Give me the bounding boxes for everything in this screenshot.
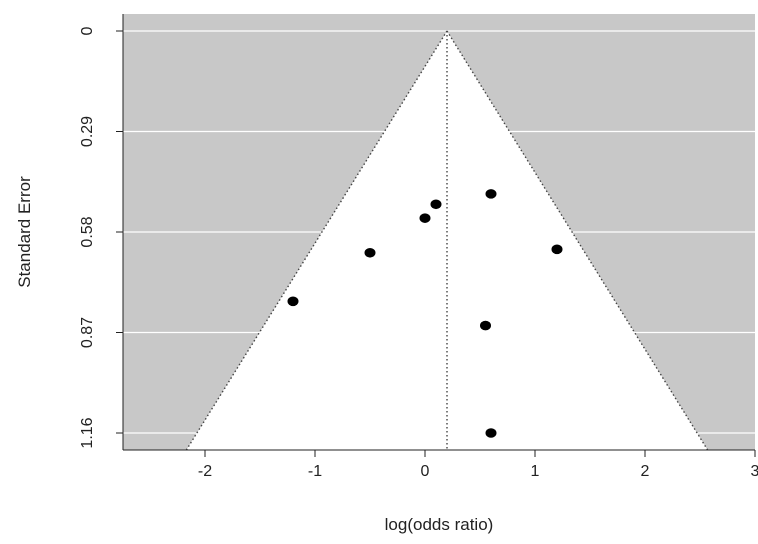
y-tick-label: 0.87 bbox=[79, 317, 96, 348]
data-point-8 bbox=[485, 428, 497, 438]
x-tick-label: 2 bbox=[641, 463, 650, 480]
y-tick-label: 1.16 bbox=[79, 417, 96, 448]
x-tick-label: 3 bbox=[751, 463, 758, 480]
y-tick-label: 0.29 bbox=[79, 116, 96, 147]
y-tick-label: 0.58 bbox=[79, 216, 96, 247]
y-axis-title: Standard Error bbox=[15, 176, 34, 288]
data-point-1 bbox=[485, 189, 497, 199]
x-tick-label: 1 bbox=[531, 463, 540, 480]
data-point-2 bbox=[430, 199, 442, 210]
x-tick-label: -2 bbox=[198, 463, 212, 480]
data-point-6 bbox=[287, 296, 299, 307]
data-point-5 bbox=[364, 247, 376, 258]
x-axis-title: log(odds ratio) bbox=[385, 515, 494, 534]
data-point-4 bbox=[551, 244, 563, 255]
y-tick-label: 0 bbox=[79, 26, 96, 35]
x-tick-label: 0 bbox=[421, 463, 430, 480]
x-tick-label: -1 bbox=[308, 463, 322, 480]
data-point-3 bbox=[419, 213, 431, 223]
data-point-7 bbox=[480, 320, 491, 331]
